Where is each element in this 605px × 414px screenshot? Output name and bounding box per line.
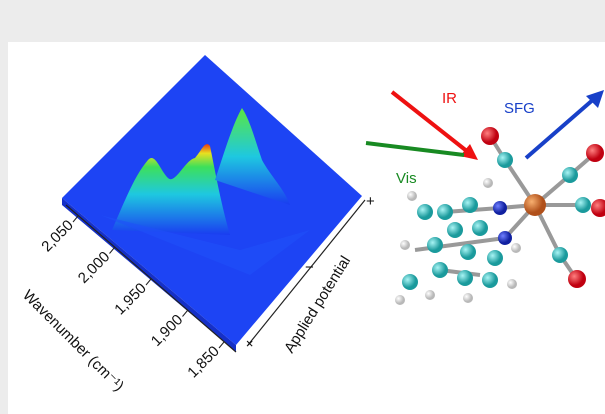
page: 2,0502,0001,9501,9001,850 Wavenumber (cm… (0, 0, 605, 414)
beam-label: SFG (504, 100, 535, 117)
beam-label: IR (442, 90, 457, 107)
figure: 2,0502,0001,9501,9001,850 Wavenumber (cm… (0, 0, 605, 414)
axis-tick-label: − (305, 259, 314, 276)
axis-tick-label: + (366, 193, 375, 210)
beam-label: Vis (396, 170, 417, 187)
